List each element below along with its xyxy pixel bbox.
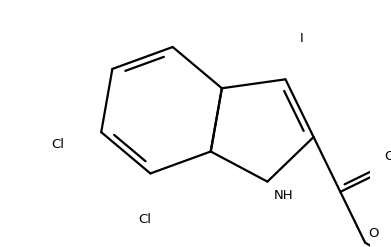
Text: Cl: Cl <box>138 213 151 226</box>
Text: O: O <box>369 227 379 240</box>
Text: O: O <box>384 150 391 164</box>
Text: Cl: Cl <box>52 138 65 151</box>
Text: I: I <box>300 32 304 45</box>
Text: NH: NH <box>274 189 293 202</box>
